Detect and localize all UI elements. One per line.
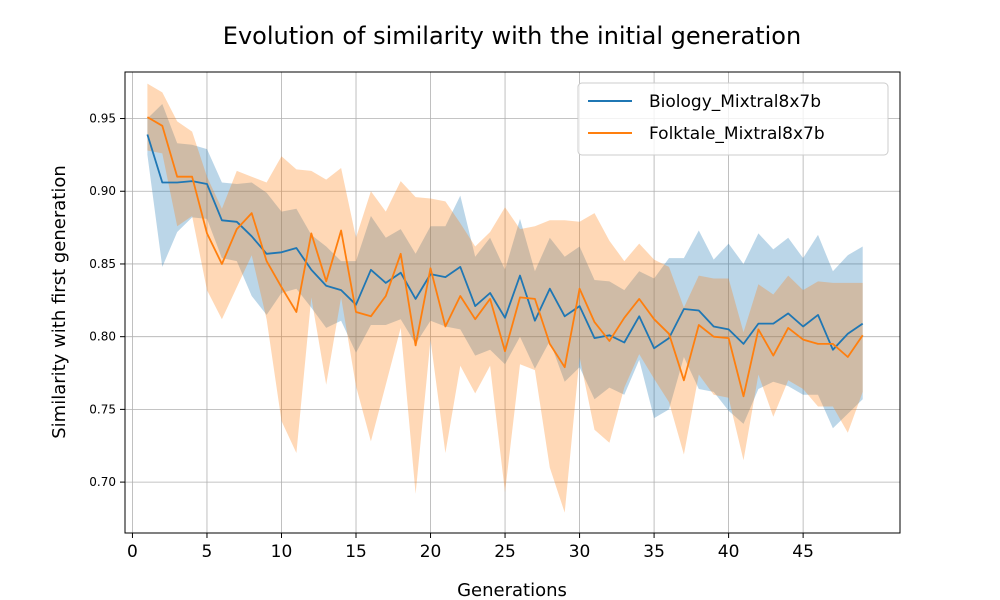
y-tick-label: 0.75 xyxy=(89,402,116,416)
y-axis-label: Similarity with first generation xyxy=(49,165,70,439)
y-tick-label: 0.95 xyxy=(89,112,116,126)
y-tick-label: 0.80 xyxy=(89,330,116,344)
x-tick-label: 20 xyxy=(420,542,442,562)
confidence-bands xyxy=(147,83,863,513)
series-lines xyxy=(146,116,864,398)
y-tick-label: 0.70 xyxy=(89,475,116,489)
legend-label-folktale: Folktale_Mixtral8x7b xyxy=(649,124,825,144)
x-tick-label: 45 xyxy=(792,542,814,562)
x-tick-label: 40 xyxy=(718,542,740,562)
x-tick-label: 15 xyxy=(345,542,367,562)
x-tick-label: 0 xyxy=(127,542,138,562)
y-tick-label: 0.85 xyxy=(89,257,116,271)
y-tick-label: 0.90 xyxy=(89,184,116,198)
legend-label-biology: Biology_Mixtral8x7b xyxy=(649,92,821,112)
band-folktale xyxy=(147,83,863,513)
y-axis-ticks: 0.70 0.75 0.80 0.85 0.90 0.95 xyxy=(89,112,125,489)
x-tick-label: 10 xyxy=(271,542,293,562)
legend: Biology_Mixtral8x7b Folktale_Mixtral8x7b xyxy=(577,82,889,156)
x-tick-label: 35 xyxy=(643,542,665,562)
series-line-biology xyxy=(146,134,864,351)
x-tick-label: 30 xyxy=(569,542,591,562)
x-axis-label: Generations xyxy=(457,580,567,600)
x-tick-label: 5 xyxy=(202,542,213,562)
plot-frame xyxy=(124,71,901,534)
band-biology xyxy=(147,104,863,429)
series-line-folktale xyxy=(146,116,864,398)
x-tick-label: 25 xyxy=(494,542,516,562)
legend-box xyxy=(577,82,889,156)
x-axis-ticks: 0 5 10 15 20 25 30 35 40 45 xyxy=(127,533,814,562)
chart-title: Evolution of similarity with the initial… xyxy=(223,22,801,50)
